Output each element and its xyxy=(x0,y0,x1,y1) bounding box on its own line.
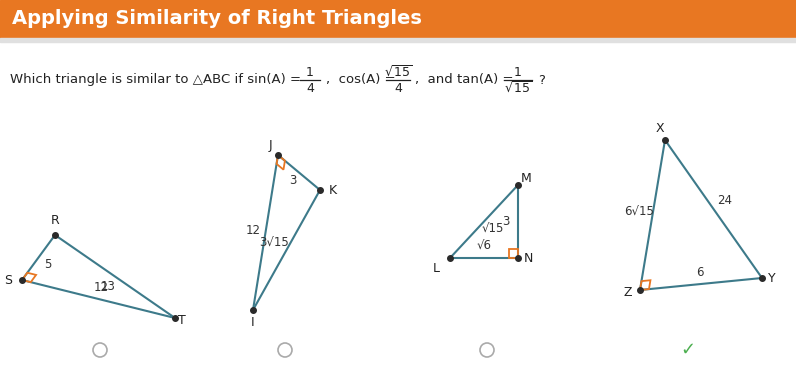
Text: ?: ? xyxy=(538,73,545,87)
Text: N: N xyxy=(523,252,533,264)
Text: Y: Y xyxy=(768,271,776,284)
Text: 6√15: 6√15 xyxy=(624,206,654,219)
Text: I: I xyxy=(252,317,255,330)
Text: ,  cos(A) =: , cos(A) = xyxy=(326,73,400,87)
Text: T: T xyxy=(178,314,186,326)
Text: R: R xyxy=(51,213,60,227)
Text: ,  and tan(A) =: , and tan(A) = xyxy=(415,73,517,87)
Bar xyxy=(0,0,796,42)
Text: S: S xyxy=(4,273,12,287)
Text: Applying Similarity of Right Triangles: Applying Similarity of Right Triangles xyxy=(12,9,422,28)
Text: K: K xyxy=(329,184,337,197)
Bar xyxy=(0,0,796,38)
Text: 12: 12 xyxy=(94,281,109,294)
Text: Z: Z xyxy=(624,287,632,300)
Text: 4: 4 xyxy=(394,82,402,94)
Text: X: X xyxy=(656,122,665,135)
Text: 3: 3 xyxy=(502,215,509,228)
Text: 3√15: 3√15 xyxy=(259,237,289,250)
Bar xyxy=(0,42,796,390)
Text: 1: 1 xyxy=(514,66,522,78)
Text: 24: 24 xyxy=(717,195,732,207)
Text: ✓: ✓ xyxy=(681,341,696,359)
Text: 1: 1 xyxy=(306,66,314,78)
Text: J: J xyxy=(268,138,271,151)
Bar xyxy=(0,38,796,42)
Text: 13: 13 xyxy=(101,280,115,293)
Text: $\sqrt{15}$: $\sqrt{15}$ xyxy=(504,80,533,96)
Text: 6: 6 xyxy=(696,266,704,278)
Text: 5: 5 xyxy=(45,258,52,271)
Text: 4: 4 xyxy=(306,82,314,94)
Text: √6: √6 xyxy=(477,239,491,252)
Text: L: L xyxy=(432,262,439,275)
Text: M: M xyxy=(521,172,532,184)
Text: 3: 3 xyxy=(289,174,296,187)
Text: Which triangle is similar to △ABC if sin(A) =: Which triangle is similar to △ABC if sin… xyxy=(10,73,305,87)
Text: $\sqrt{15}$: $\sqrt{15}$ xyxy=(384,64,412,80)
Text: √15: √15 xyxy=(482,223,504,236)
Text: 12: 12 xyxy=(246,224,261,237)
